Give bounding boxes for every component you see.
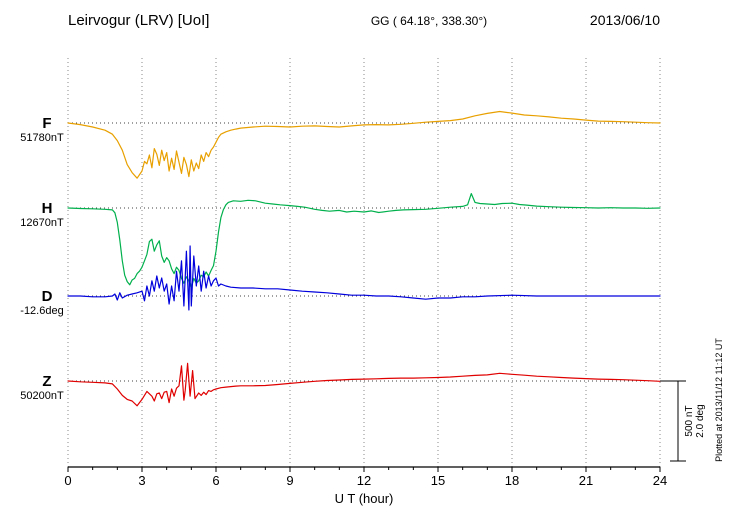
plot-date: 2013/06/10 (590, 12, 660, 28)
x-axis-label: U T (hour) (335, 491, 394, 506)
series-label-F: F (42, 115, 51, 132)
station-title: Leirvogur (LRV) [UoI] (68, 12, 209, 29)
scale-nt-label: 500 nT (684, 405, 695, 436)
grid-layer: 0 3 6 9 12 15 18 21 24 (64, 58, 667, 488)
plotted-at-note: Plotted at 2013/11/12 11:12 UT (714, 338, 724, 462)
tick-label-hour-9: 9 (286, 473, 293, 488)
series-label-Z: Z (42, 373, 51, 390)
tick-label-hour-3: 3 (138, 473, 145, 488)
tick-label-hour-21: 21 (579, 473, 593, 488)
trace-H (67, 193, 661, 289)
tick-label-hour-18: 18 (505, 473, 519, 488)
tick-label-hour-0: 0 (64, 473, 71, 488)
tick-label-hour-6: 6 (212, 473, 219, 488)
trace-layer (67, 110, 661, 407)
tick-label-hour-15: 15 (431, 473, 445, 488)
tick-label-hour-12: 12 (357, 473, 371, 488)
baseline-value-F: 51780nT (20, 132, 64, 144)
trace-D (67, 245, 661, 311)
series-label-H: H (42, 200, 53, 217)
baseline-value-Z: 50200nT (20, 390, 64, 402)
series-label-D: D (42, 288, 53, 305)
tick-label-hour-24: 24 (653, 473, 667, 488)
trace-F (67, 110, 661, 179)
geographic-coordinates: GG ( 64.18°, 338.30°) (371, 14, 487, 28)
baseline-value-H: 12670nT (20, 217, 64, 229)
trace-Z (67, 362, 661, 407)
baseline-value-D: -12.6deg (20, 305, 63, 317)
scale-deg-label: 2.0 deg (695, 404, 706, 437)
